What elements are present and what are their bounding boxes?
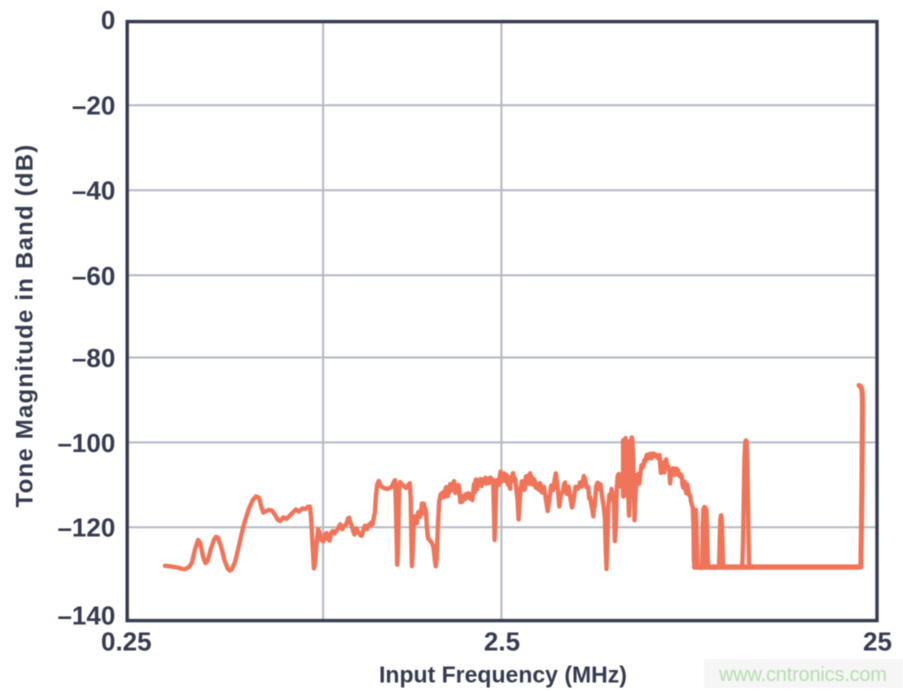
svg-text:25: 25	[863, 627, 892, 657]
svg-text:–80: –80	[72, 343, 115, 373]
svg-text:–140: –140	[57, 600, 115, 630]
svg-text:–40: –40	[72, 176, 115, 206]
svg-text:–20: –20	[72, 91, 115, 121]
svg-text:Tone Magnitude in Band (dB): Tone Magnitude in Band (dB)	[12, 144, 39, 508]
svg-text:–120: –120	[57, 513, 115, 543]
svg-text:Input Frequency (MHz): Input Frequency (MHz)	[379, 662, 627, 688]
svg-text:–60: –60	[72, 261, 115, 291]
svg-text:www.cntronics.com: www.cntronics.com	[718, 664, 887, 686]
svg-text:0.25: 0.25	[101, 627, 152, 657]
svg-text:0: 0	[101, 5, 115, 35]
svg-text:–100: –100	[57, 428, 115, 458]
svg-text:2.5: 2.5	[484, 627, 520, 657]
